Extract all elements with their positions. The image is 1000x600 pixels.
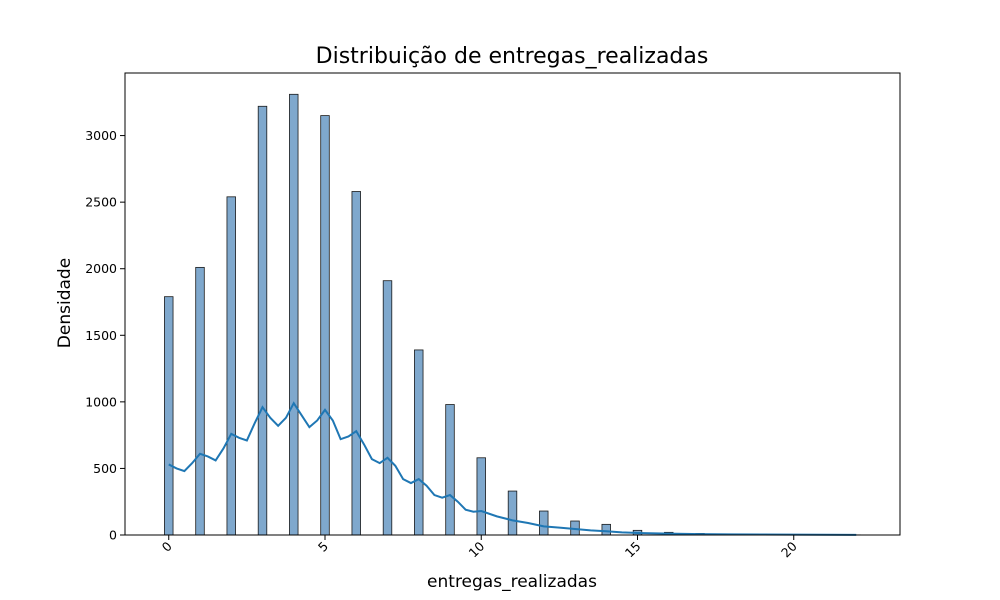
y-tick-label: 1500	[85, 328, 117, 343]
x-axis-ticks: 0 5 10 15 20	[159, 535, 800, 560]
bar-14	[601, 523, 611, 536]
bar-1	[195, 266, 205, 536]
bar-12	[539, 510, 549, 536]
y-tick-label: 500	[93, 461, 117, 476]
bar-4	[289, 93, 299, 536]
y-axis-ticks: 0 500 1000 1500 2000 2500 3000	[85, 128, 125, 543]
bar-7	[382, 280, 393, 536]
bar-10	[476, 457, 486, 536]
chart-title: Distribuição de entregas_realizadas	[316, 44, 709, 69]
y-tick-label: 0	[109, 528, 117, 543]
plot-area-frame	[124, 72, 901, 536]
y-tick-label: 2500	[85, 195, 117, 210]
bar-8	[414, 349, 424, 536]
y-tick-label: 2000	[85, 261, 117, 276]
y-axis-label: Densidade	[55, 258, 75, 348]
x-tick-label: 0	[159, 538, 175, 554]
bar-5	[320, 115, 330, 536]
bar-6	[351, 191, 361, 536]
x-tick-label: 20	[778, 538, 800, 560]
x-tick-label: 15	[622, 539, 644, 561]
bar-9	[445, 404, 455, 536]
bar-0	[164, 296, 174, 536]
bar-11	[507, 490, 518, 536]
x-tick-label: 10	[466, 538, 488, 560]
y-tick-label: 1000	[85, 394, 117, 409]
bar-2	[226, 196, 236, 536]
x-tick-label: 5	[315, 539, 331, 555]
bar-3	[257, 105, 268, 536]
y-tick-label: 3000	[85, 128, 117, 143]
x-axis-label: entregas_realizadas	[427, 572, 597, 592]
bars-group	[164, 93, 861, 536]
kde-line	[168, 401, 857, 536]
